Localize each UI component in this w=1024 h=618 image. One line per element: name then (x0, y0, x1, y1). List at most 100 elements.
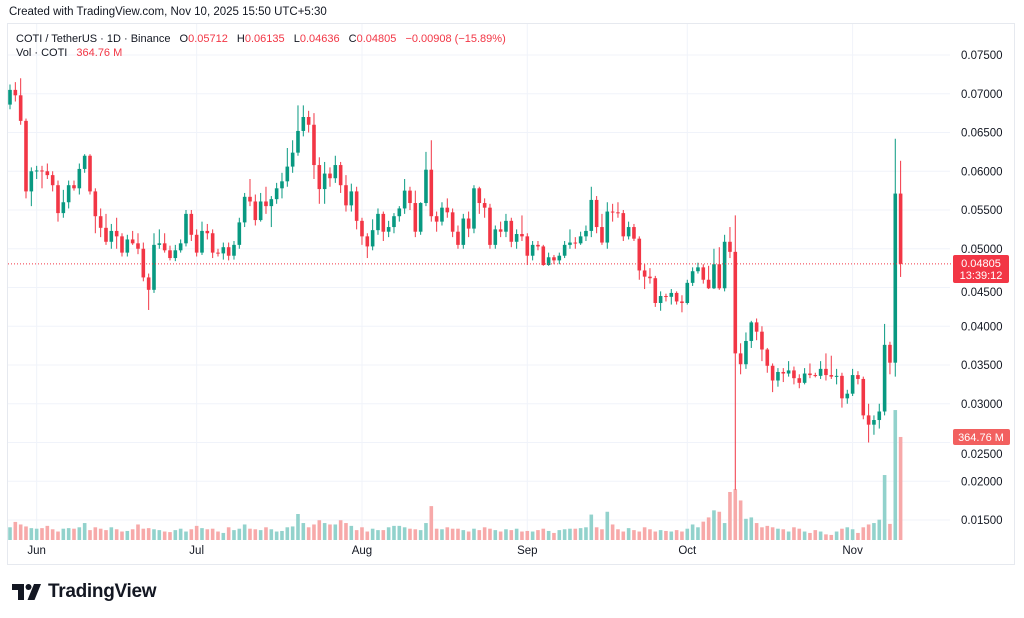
volume-bar (104, 530, 108, 540)
tradingview-logo[interactable]: TradingView (12, 581, 157, 603)
grid (8, 24, 950, 541)
candle-body (568, 242, 572, 245)
volume-bar (301, 523, 306, 540)
volume-bar (173, 530, 178, 540)
candle-body (472, 188, 476, 229)
price-tick-label: 0.03500 (961, 360, 1003, 372)
volume-bar (797, 528, 802, 540)
candle-body (290, 152, 295, 167)
price-tick-label: 0.07500 (961, 50, 1003, 62)
volume-bar (466, 531, 471, 540)
volume-bar (370, 528, 375, 540)
volume-bar (413, 529, 418, 540)
volume-label[interactable]: Vol · COTI (16, 47, 68, 59)
candle-body (45, 171, 50, 176)
candle-body (248, 196, 252, 202)
candle-body (744, 340, 748, 365)
candle-body (562, 244, 567, 256)
candle-body (680, 301, 684, 303)
volume-bar (546, 530, 551, 540)
volume-bar (584, 527, 588, 540)
candle-body (232, 244, 236, 256)
candle-body (813, 375, 818, 377)
candle-body (690, 271, 695, 283)
candle-body (754, 322, 759, 332)
candle-body (605, 211, 610, 243)
symbol-title[interactable]: COTI / TetherUS · 1D · Binance (16, 33, 171, 45)
volume-bar (818, 531, 823, 540)
candle-body (850, 375, 855, 394)
volume-bar (141, 528, 146, 540)
candle-body (205, 230, 210, 234)
volume-bar (685, 528, 690, 540)
volume-bar (258, 530, 263, 540)
volume-bar (264, 527, 268, 540)
candle-body (594, 199, 599, 228)
price-tick-label: 0.07000 (961, 89, 1003, 101)
candle-body (8, 89, 12, 105)
volume-bar (664, 530, 668, 540)
candle-body (776, 371, 780, 381)
candle-body (877, 411, 882, 421)
volume-bar (157, 530, 162, 540)
candle-body (386, 227, 391, 232)
candle-body (338, 165, 343, 186)
candle-body (829, 375, 834, 377)
volume-bar (216, 531, 220, 540)
candle-body (578, 236, 583, 244)
candle-body (872, 420, 876, 425)
candle-body (152, 244, 156, 290)
candle-body (781, 371, 786, 374)
volume-bar (813, 530, 818, 540)
volume-bar (18, 524, 23, 540)
candle-body (648, 276, 652, 279)
volume-bar (605, 511, 610, 540)
candle-body (24, 120, 28, 192)
volume-bar (696, 527, 700, 540)
time-tick-label: Jul (189, 545, 204, 557)
candle-body (328, 173, 332, 179)
candle-body (888, 344, 892, 363)
current-price-value: 0.04805 (961, 258, 1001, 270)
volume-bar (626, 528, 631, 540)
candle-body (573, 242, 578, 244)
candle-body (98, 216, 103, 228)
volume-bar (221, 532, 226, 540)
volume-bar (82, 523, 87, 540)
volume-bar (498, 531, 503, 540)
volume-bar (648, 529, 652, 540)
volume-bar (525, 530, 530, 540)
volume-bar (274, 531, 279, 540)
candle-body (226, 247, 231, 256)
candle-body (216, 252, 220, 254)
volume-bar (77, 527, 82, 540)
volume-bar (424, 523, 428, 540)
tradingview-wordmark: TradingView (48, 581, 157, 602)
candles (8, 78, 903, 490)
volume-bar (786, 531, 791, 540)
price-axis: 0.07500 0.07000 0.06500 0.06000 0.05500 0.050… (961, 50, 1003, 527)
volume-bar (877, 519, 882, 540)
candle-body (477, 188, 482, 204)
candle-body (642, 270, 647, 277)
candle-body (802, 373, 807, 383)
volume-bar (344, 523, 348, 540)
candle-body (706, 279, 711, 289)
candle-body (866, 415, 871, 425)
candle-body (408, 190, 412, 204)
candle-body (712, 264, 716, 289)
volume-bar (594, 527, 599, 540)
volume-bar (770, 527, 775, 540)
price-tick-label: 0.01500 (961, 515, 1003, 527)
candle-body (221, 247, 226, 254)
candle-body (322, 173, 327, 190)
candle-body (88, 155, 92, 192)
candle-body (685, 282, 690, 303)
price-tick-label: 0.06500 (961, 128, 1003, 140)
candle-body (402, 190, 407, 209)
volume-value: 364.76 M (76, 47, 123, 59)
volume-bar (248, 528, 252, 540)
candle-body (365, 236, 370, 247)
volume-bar (706, 517, 711, 540)
